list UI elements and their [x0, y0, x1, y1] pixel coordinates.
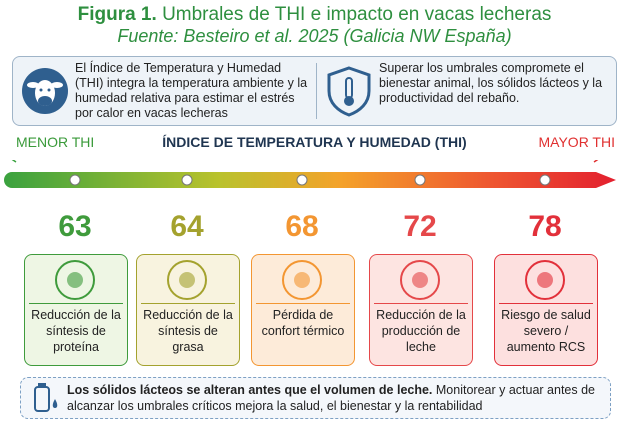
- scale-dot: [69, 174, 81, 186]
- threshold-value: 78: [528, 210, 562, 243]
- impact-box: Reducción de la producción de leche: [369, 254, 473, 366]
- title: Figura 1. Umbrales de THI e impacto en v…: [0, 4, 629, 26]
- impact-text: Riesgo de salud severo / aumento RCS: [499, 303, 593, 355]
- footer-rest: Monitorear y actuar antes de alcanzar lo…: [67, 383, 596, 413]
- high-arrow: [593, 160, 599, 163]
- gradient-bar: [4, 160, 616, 188]
- intro-box: El Índice de Temperatura y Humedad (THI)…: [12, 56, 617, 126]
- threshold-value: 64: [170, 210, 204, 243]
- impact-text: Reducción de la síntesis de proteína: [29, 303, 123, 355]
- scale-dot: [539, 174, 551, 186]
- scale-title: ÍNDICE DE TEMPERATURA Y HUMEDAD (THI): [162, 134, 467, 150]
- impact-box: Pérdida de confort térmico: [251, 254, 355, 366]
- impact-icon: [55, 260, 95, 300]
- footer-bold: Los sólidos lácteos se alteran antes que…: [67, 383, 433, 397]
- high-label: MAYOR THI: [538, 134, 616, 150]
- milk-icon: [34, 383, 58, 412]
- title-text: Umbrales de THI e impacto en vacas leche…: [162, 4, 552, 25]
- impact-icon: [525, 260, 565, 300]
- threshold-value: 72: [403, 210, 437, 243]
- subtitle: Fuente: Besteiro et al. 2025 (Galicia NW…: [117, 26, 512, 46]
- impact-box: Reducción de la síntesis de proteína: [24, 254, 128, 366]
- intro-left: El Índice de Temperatura y Humedad (THI)…: [75, 61, 308, 120]
- impact-text: Reducción de la producción de leche: [374, 303, 468, 355]
- footer-text: Los sólidos lácteos se alteran antes que…: [67, 382, 604, 414]
- threshold-value: 68: [285, 210, 319, 243]
- cow-icon: [22, 68, 68, 114]
- impact-box: Riesgo de salud severo / aumento RCS: [494, 254, 598, 366]
- scale-dot: [181, 174, 193, 186]
- impact-box: Reducción de la síntesis de grasa: [136, 254, 240, 366]
- impact-icon: [167, 260, 207, 300]
- intro-right: Superar los umbrales compromete el biene…: [379, 61, 603, 105]
- shield-icon: [327, 66, 371, 117]
- impact-icon: [400, 260, 440, 300]
- impact-text: Pérdida de confort térmico: [256, 303, 350, 339]
- low-label: MENOR THI: [16, 134, 95, 150]
- scale-dot: [414, 174, 426, 186]
- impact-icon: [282, 260, 322, 300]
- scale-dot: [296, 174, 308, 186]
- title-label: Figura 1.: [77, 4, 157, 25]
- footer-box: Los sólidos lácteos se alteran antes que…: [20, 377, 611, 419]
- impact-text: Reducción de la síntesis de grasa: [141, 303, 235, 355]
- divider: [316, 63, 317, 119]
- threshold-value: 63: [58, 210, 92, 243]
